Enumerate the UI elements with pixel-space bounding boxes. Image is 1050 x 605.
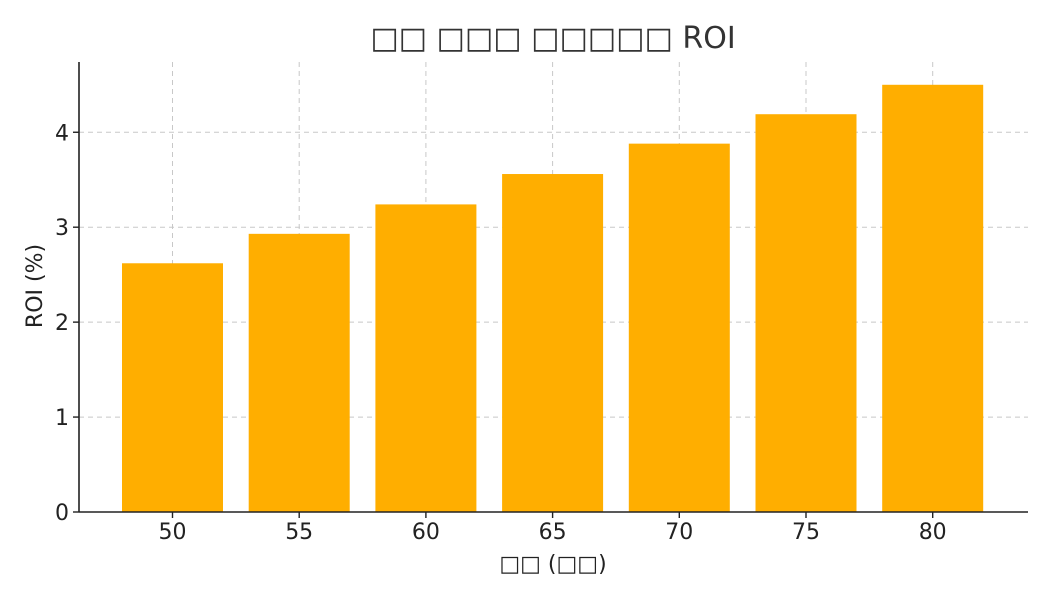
x-tick-label: 70 xyxy=(665,520,693,545)
y-tick-label: 4 xyxy=(55,121,69,146)
x-tick-label: 55 xyxy=(285,520,313,545)
x-axis-label: □□ (□□) xyxy=(499,552,606,577)
x-tick-label: 75 xyxy=(792,520,820,545)
y-tick-label: 2 xyxy=(55,311,69,336)
y-tick-label: 1 xyxy=(55,406,69,431)
bar-70 xyxy=(628,143,730,512)
bars xyxy=(122,84,984,513)
x-tick-label: 65 xyxy=(539,520,567,545)
y-tick-label: 3 xyxy=(55,216,69,241)
x-tick-label: 50 xyxy=(159,520,187,545)
bar-60 xyxy=(375,204,477,512)
y-axis-label: ROI (%) xyxy=(23,244,48,328)
bar-50 xyxy=(122,263,223,512)
x-ticks: 50 55 60 65 70 75 80 xyxy=(159,512,947,545)
chart-title: □□ □□□ □□□□□ ROI xyxy=(370,21,735,56)
axes xyxy=(78,62,1028,513)
bar-75 xyxy=(755,114,857,513)
bar-80 xyxy=(882,84,984,512)
bar-65 xyxy=(502,174,604,512)
x-tick-label: 80 xyxy=(919,520,947,545)
bar-55 xyxy=(248,233,350,512)
x-tick-label: 60 xyxy=(412,520,440,545)
y-ticks: 0 1 2 3 4 xyxy=(55,121,79,526)
y-tick-label: 0 xyxy=(55,501,69,526)
